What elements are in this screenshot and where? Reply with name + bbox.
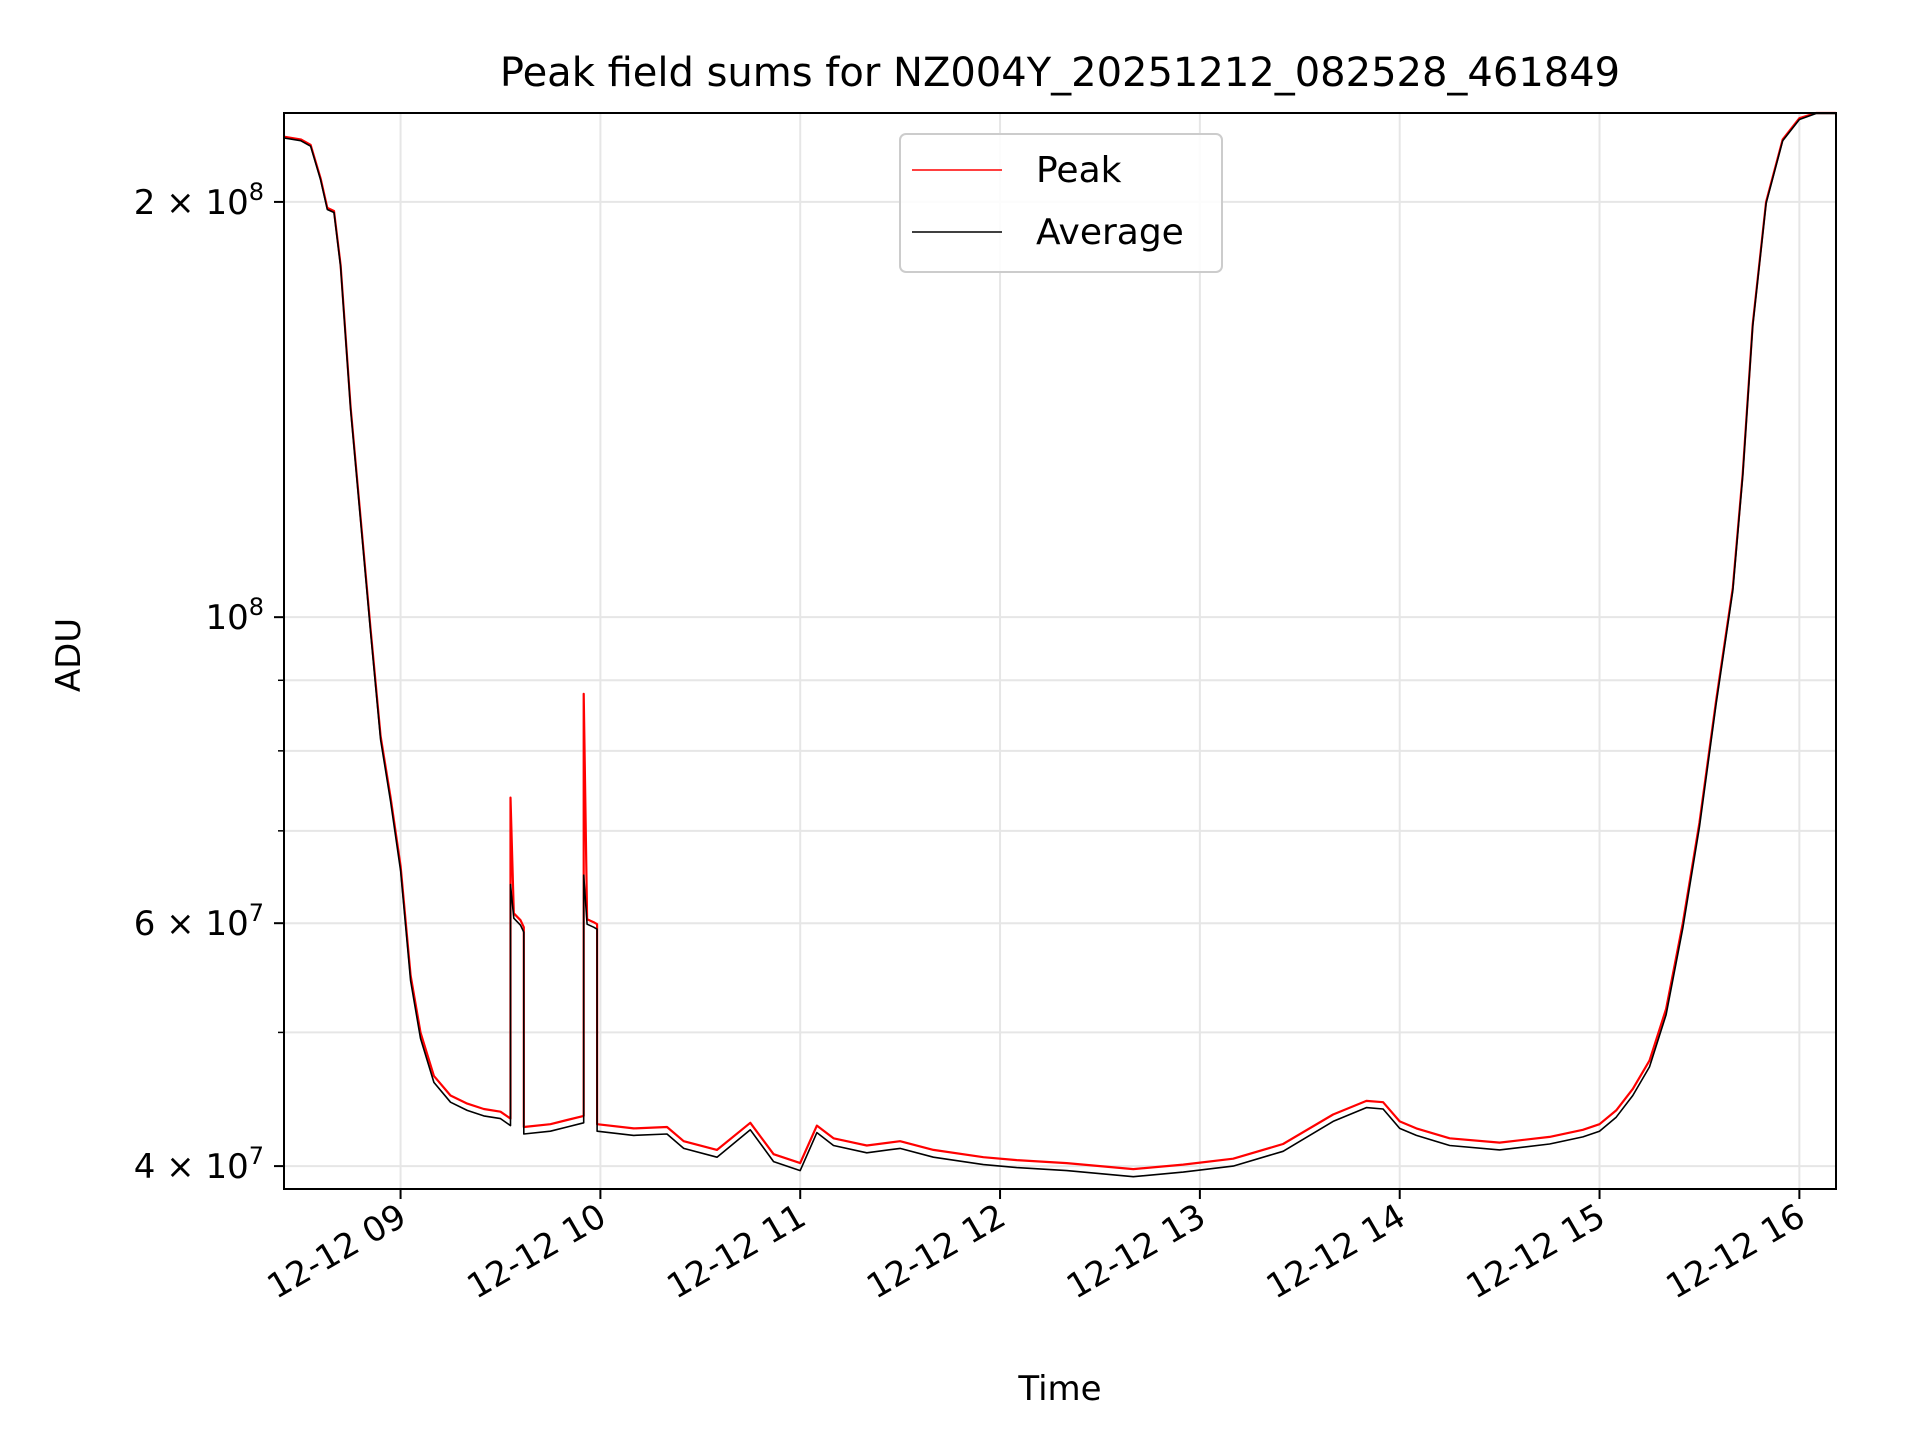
- legend-box: [899, 133, 1223, 273]
- chart-title: Peak field sums for NZ004Y_20251212_0825…: [500, 50, 1620, 96]
- legend-label-peak: Peak: [1036, 150, 1122, 191]
- y-tick-label: 4 × 107: [134, 1142, 264, 1187]
- y-tick-label: 108: [205, 593, 264, 638]
- x-axis-label: Time: [1017, 1369, 1101, 1409]
- series-layer: [283, 111, 1836, 1178]
- plot-frame: [283, 112, 1837, 1190]
- series-line-average: [283, 112, 1836, 1178]
- grid: [284, 113, 1836, 1189]
- y-tick-label: 2 × 108: [134, 178, 264, 223]
- y-axis-label: ADU: [49, 618, 89, 692]
- legend-label-average: Average: [1036, 212, 1184, 253]
- legend: Peak Average: [899, 133, 1223, 273]
- y-tick-label: 6 × 107: [134, 899, 264, 944]
